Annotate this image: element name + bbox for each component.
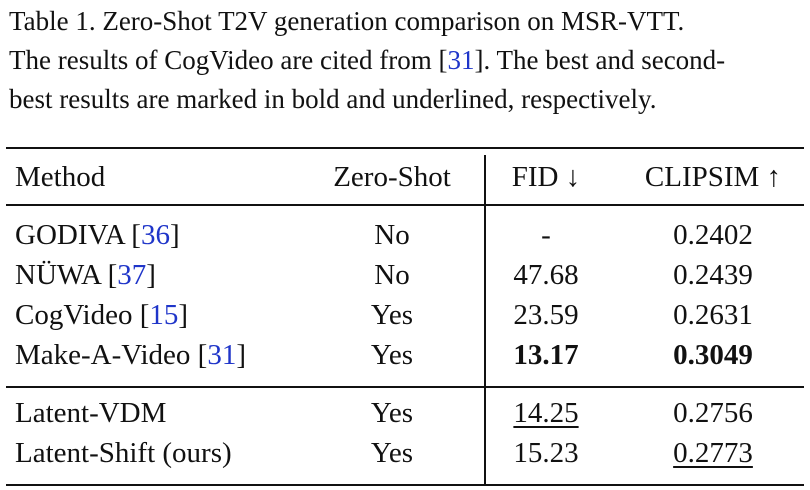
zero-shot-cell: Yes bbox=[370, 437, 414, 469]
table-row: CogVideo [15] Yes 23.59 0.2631 bbox=[6, 295, 804, 335]
zero-shot-cell: Yes bbox=[370, 299, 414, 331]
table-caption: Table 1. Zero-Shot T2V generation compar… bbox=[9, 2, 805, 119]
fid-cell: 23.59 bbox=[513, 299, 579, 331]
citation-link[interactable]: 31 bbox=[207, 339, 237, 371]
caption-line-1: Table 1. Zero-Shot T2V generation compar… bbox=[9, 6, 685, 36]
header-zero-shot: Zero-Shot bbox=[333, 161, 451, 193]
zero-shot-cell: Yes bbox=[370, 339, 414, 371]
zero-shot-cell: No bbox=[374, 259, 410, 291]
clipsim-value-underlined: 0.2773 bbox=[673, 437, 753, 469]
header-clipsim: CLIPSIM ↑ bbox=[644, 161, 782, 193]
bracket: ] bbox=[236, 339, 246, 371]
bracket: ] bbox=[169, 219, 180, 251]
table-row: NÜWA [37] No 47.68 0.2439 bbox=[6, 255, 804, 295]
method-cell: GODIVA [36] bbox=[15, 215, 180, 255]
fid-cell-second: 14.25 bbox=[491, 393, 601, 433]
bracket: ] bbox=[146, 259, 156, 291]
method-name: CogVideo [ bbox=[15, 299, 150, 331]
fid-cell: 15.23 bbox=[513, 437, 579, 469]
fid-cell: 47.68 bbox=[513, 259, 579, 291]
method-cell: Make-A-Video [31] bbox=[15, 335, 246, 375]
header-fid: FID ↓ bbox=[511, 161, 581, 193]
method-name: Make-A-Video [ bbox=[15, 339, 208, 371]
zero-shot-cell: Yes bbox=[370, 397, 414, 429]
caption-line-3: best results are marked in bold and unde… bbox=[9, 84, 657, 114]
table-row: Latent-Shift (ours) Yes 15.23 0.2773 bbox=[6, 433, 804, 473]
group-separator-rule bbox=[6, 386, 804, 388]
clipsim-cell: 0.2756 bbox=[673, 397, 753, 429]
citation-link[interactable]: 36 bbox=[140, 219, 170, 251]
column-separator bbox=[484, 205, 486, 386]
clipsim-cell-best: 0.3049 bbox=[673, 339, 753, 371]
table-bottom-rule bbox=[6, 484, 804, 486]
table-row: Make-A-Video [31] Yes 13.17 0.3049 bbox=[6, 335, 804, 375]
clipsim-cell-second: 0.2773 bbox=[624, 433, 802, 473]
fid-cell-best: 13.17 bbox=[513, 339, 579, 371]
caption-text: ]. The best and second- bbox=[474, 45, 726, 75]
method-name: NÜWA [ bbox=[15, 259, 118, 291]
fid-cell: - bbox=[541, 219, 551, 251]
zero-shot-cell: No bbox=[374, 219, 410, 251]
table-top-rule bbox=[6, 147, 804, 149]
method-cell: CogVideo [15] bbox=[15, 295, 188, 335]
method-name: GODIVA [ bbox=[15, 219, 141, 251]
column-separator bbox=[484, 155, 486, 204]
table-row: Latent-VDM Yes 14.25 0.2756 bbox=[6, 393, 804, 433]
clipsim-cell: 0.2631 bbox=[673, 299, 753, 331]
caption-text: The results of CogVideo are cited from [ bbox=[9, 45, 448, 75]
fid-value-underlined: 14.25 bbox=[513, 397, 579, 429]
clipsim-cell: 0.2439 bbox=[673, 259, 753, 291]
method-cell: NÜWA [37] bbox=[15, 255, 156, 295]
header-method: Method bbox=[15, 161, 106, 193]
bracket: ] bbox=[178, 299, 189, 331]
table-row: GODIVA [36] No - 0.2402 bbox=[6, 215, 804, 255]
clipsim-cell: 0.2402 bbox=[673, 219, 753, 251]
method-cell: Latent-VDM bbox=[15, 397, 167, 429]
caption-line-2: The results of CogVideo are cited from [… bbox=[9, 41, 805, 80]
citation-link[interactable]: 15 bbox=[149, 299, 179, 331]
table-header-row: Method Zero-Shot FID ↓ CLIPSIM ↑ bbox=[6, 157, 804, 197]
citation-link[interactable]: 37 bbox=[117, 259, 147, 291]
method-cell: Latent-Shift (ours) bbox=[15, 437, 232, 469]
citation-link[interactable]: 31 bbox=[447, 45, 475, 75]
header-rule bbox=[6, 204, 804, 206]
column-separator bbox=[484, 388, 486, 484]
